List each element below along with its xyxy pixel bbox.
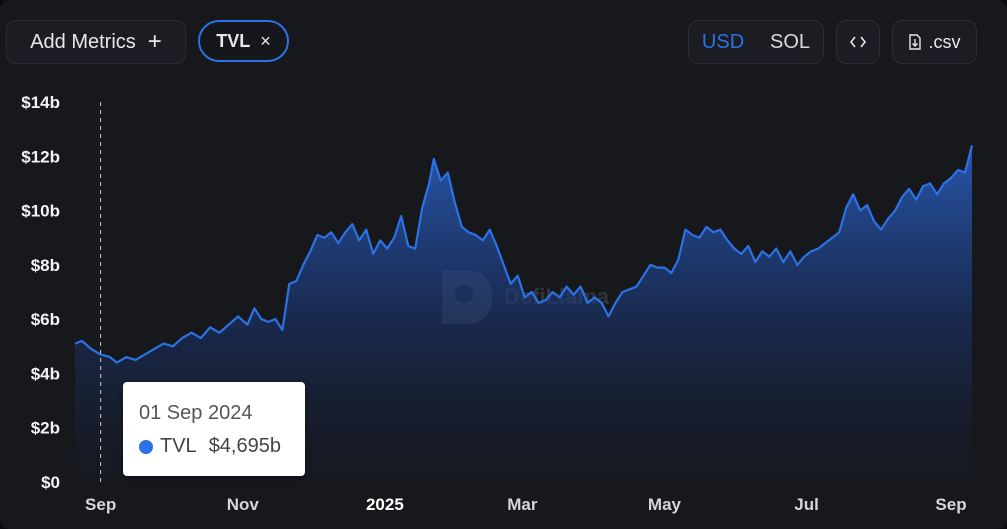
y-tick-label: $0 [41,473,60,492]
y-tick-label: $10b [21,202,60,221]
chart-tooltip: 01 Sep 2024 TVL $4,695b [123,382,305,476]
plus-icon: + [147,28,162,55]
x-tick-label: May [648,495,682,514]
y-tick-label: $12b [21,147,60,166]
tooltip-value: $4,695b [208,435,281,457]
tvl-series-line [74,145,974,364]
x-tick-label: 2025 [366,495,404,514]
add-metrics-button[interactable]: Add Metrics + [6,20,186,64]
series-color-dot [139,439,153,454]
y-tick-label: $4b [31,364,60,383]
y-tick-label: $2b [31,419,60,438]
x-tick-label: Sep [935,495,966,514]
metric-chip-label: TVL [216,30,251,51]
csv-label: .csv [928,31,961,52]
tvl-metric-chip[interactable]: TVL × [198,20,289,62]
y-tick-label: $8b [31,256,60,275]
y-tick-label: $6b [31,310,60,329]
currency-usd-option[interactable]: USD [701,30,745,53]
x-tick-label: Nov [227,495,260,514]
code-icon [850,36,866,48]
tooltip-date: 01 Sep 2024 [139,402,253,424]
currency-toggle: USD SOL [688,20,824,64]
currency-sol-option[interactable]: SOL [770,30,811,53]
download-csv-button[interactable]: .csv [892,20,977,64]
y-tick-label: $14b [21,93,60,112]
x-tick-label: Sep [85,495,116,514]
embed-button[interactable] [836,20,880,64]
add-metrics-label: Add Metrics [30,30,136,53]
x-tick-label: Mar [507,495,538,514]
tooltip-series-name: TVL [160,435,197,457]
x-tick-label: Jul [794,495,819,514]
close-icon[interactable]: × [260,30,271,51]
download-file-icon [909,34,922,50]
